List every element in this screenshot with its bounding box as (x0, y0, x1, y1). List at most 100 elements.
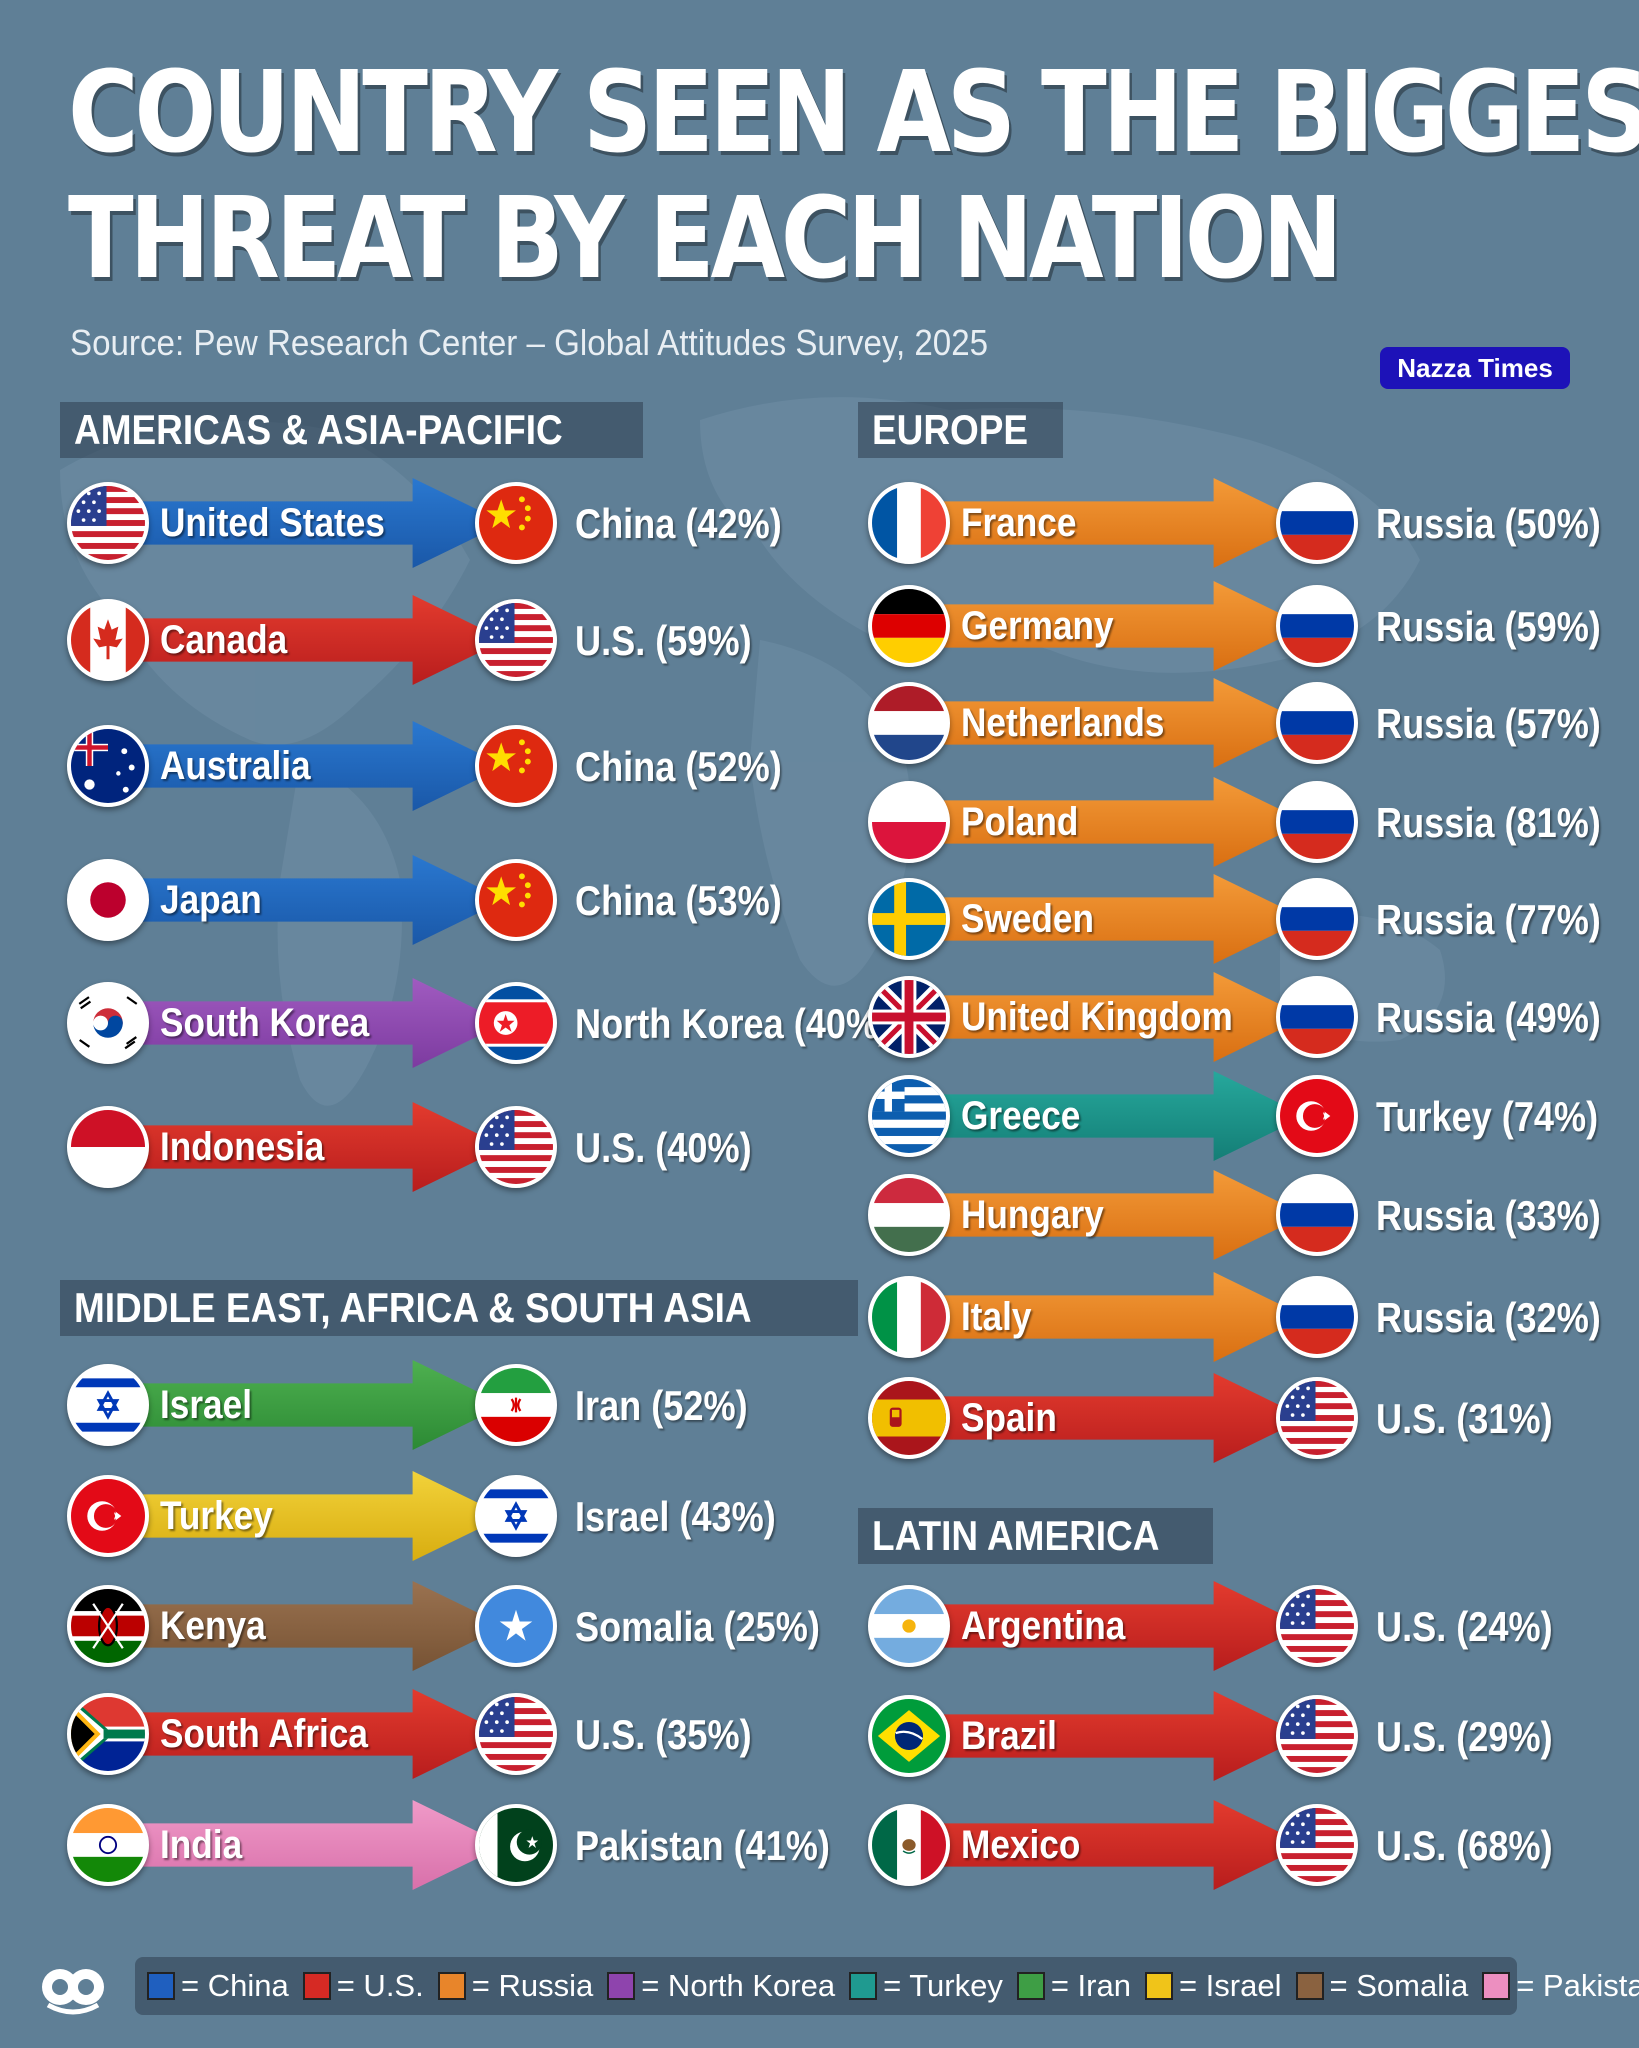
russia-flag-icon (1276, 1174, 1358, 1256)
legend-label: = Somalia (1329, 1968, 1469, 2003)
pakistan-flag-icon (475, 1804, 557, 1886)
france-flag-icon (868, 482, 950, 564)
legend-swatch (1016, 1972, 1045, 2000)
threat-row: Kenya Somalia (25%) (45, 1581, 835, 1671)
color-legend: = China = U.S. = Russia = North Korea = Turk… (135, 1957, 1639, 2015)
sweden-flag-icon (868, 878, 950, 960)
canada-flag-icon (67, 599, 149, 681)
country-name: Argentina (961, 1604, 1126, 1648)
somalia-flag-icon (475, 1585, 557, 1667)
country-name: South Korea (160, 1001, 370, 1045)
legend-item: = Pakistan (1482, 1968, 1639, 2004)
threat-label: Russia (50%) (1376, 500, 1601, 547)
section-mideast-title: MIDDLE EAST, AFRICA & SOUTH ASIA (60, 1280, 859, 1336)
threat-label: China (42%) (575, 500, 782, 547)
country-name: United States (160, 501, 385, 545)
netherlands-flag-icon (868, 682, 950, 764)
threat-row: Indonesia U.S. (40%) (45, 1102, 835, 1192)
country-name: Sweden (961, 897, 1095, 941)
threat-row: Turkey Israel (43%) (45, 1471, 835, 1561)
us-flag-icon (67, 482, 149, 564)
logo-icon (42, 1969, 104, 2015)
threat-row: Netherlands Russia (57%) (846, 678, 1636, 768)
threat-label: Pakistan (41%) (575, 1822, 830, 1869)
threat-label: U.S. (68%) (1376, 1822, 1553, 1869)
legend-item: = Israel (1144, 1968, 1282, 2004)
argentina-flag-icon (868, 1585, 950, 1667)
threat-row: France Russia (50%) (846, 478, 1636, 568)
south-korea-flag-icon (67, 982, 149, 1064)
threat-label: U.S. (24%) (1376, 1603, 1553, 1650)
israel-flag-icon (475, 1475, 557, 1557)
threat-label: Russia (57%) (1376, 700, 1601, 747)
threat-row: Poland Russia (81%) (846, 777, 1636, 867)
legend-swatch (1482, 1972, 1511, 2000)
us-flag-icon (1276, 1695, 1358, 1777)
country-name: United Kingdom (961, 995, 1233, 1039)
threat-row: Mexico U.S. (68%) (846, 1800, 1636, 1890)
threat-row: South Korea North Korea (40%) (45, 978, 890, 1068)
legend-label: = Iran (1050, 1968, 1131, 2003)
country-name: Indonesia (160, 1125, 325, 1169)
country-name: Spain (961, 1396, 1057, 1440)
threat-row: Spain U.S. (31%) (846, 1373, 1636, 1463)
country-name: Australia (160, 744, 311, 788)
country-name: India (160, 1823, 243, 1867)
us-flag-icon (1276, 1804, 1358, 1886)
country-name: Canada (160, 618, 288, 662)
source-note: Source: Pew Research Center – Global Att… (70, 322, 989, 363)
legend-label: = Pakistan (1516, 1968, 1639, 2003)
australia-flag-icon (67, 725, 149, 807)
country-name: Turkey (160, 1494, 273, 1538)
china-flag-icon (475, 859, 557, 941)
threat-label: North Korea (40%) (575, 1000, 891, 1047)
threat-label: Russia (59%) (1376, 603, 1601, 650)
greece-flag-icon (868, 1075, 950, 1157)
mexico-flag-icon (868, 1804, 950, 1886)
hungary-flag-icon (868, 1174, 950, 1256)
brand-badge: Nazza Times (1380, 347, 1570, 389)
country-name: Mexico (961, 1823, 1081, 1867)
legend-item: = North Korea (607, 1968, 835, 2004)
china-flag-icon (475, 725, 557, 807)
threat-row: United Kingdom Russia (49%) (846, 972, 1636, 1062)
country-name: Germany (961, 604, 1114, 648)
section-latam-title: LATIN AMERICA (858, 1508, 1213, 1564)
legend-swatch (437, 1972, 466, 2000)
title-line-2: THREAT BY EACH NATION (68, 174, 1343, 304)
us-flag-icon (1276, 1377, 1358, 1459)
russia-flag-icon (1276, 682, 1358, 764)
legend-swatch (849, 1972, 878, 2000)
turkey-flag-icon (67, 1475, 149, 1557)
threat-label: Russia (33%) (1376, 1192, 1601, 1239)
russia-flag-icon (1276, 585, 1358, 667)
legend-item: = China (147, 1968, 289, 2004)
threat-label: China (53%) (575, 877, 782, 924)
russia-flag-icon (1276, 781, 1358, 863)
brazil-flag-icon (868, 1695, 950, 1777)
country-name: Brazil (961, 1714, 1057, 1758)
legend-swatch (1144, 1972, 1173, 2000)
legend-swatch (302, 1972, 331, 2000)
threat-label: Russia (49%) (1376, 994, 1601, 1041)
threat-row: Greece Turkey (74%) (846, 1071, 1636, 1161)
country-name: Greece (961, 1094, 1081, 1138)
threat-label: Somalia (25%) (575, 1603, 820, 1650)
country-name: Hungary (961, 1193, 1104, 1237)
country-name: Netherlands (961, 701, 1165, 745)
germany-flag-icon (868, 585, 950, 667)
us-flag-icon (475, 1106, 557, 1188)
legend-label: = Turkey (883, 1968, 1003, 2003)
legend-swatch (147, 1972, 175, 2000)
legend-item: = Iran (1016, 1968, 1131, 2004)
threat-label: Turkey (74%) (1376, 1093, 1599, 1140)
threat-row: Italy Russia (32%) (846, 1272, 1636, 1362)
country-name: Japan (160, 878, 262, 922)
threat-row: Japan China (53%) (45, 855, 835, 945)
kenya-flag-icon (67, 1585, 149, 1667)
threat-row: South Africa U.S. (35%) (45, 1689, 835, 1779)
threat-row: Israel Iran (52%) (45, 1360, 835, 1450)
iran-flag-icon (475, 1364, 557, 1446)
threat-label: U.S. (59%) (575, 617, 752, 664)
turkey-flag-icon (1276, 1075, 1358, 1157)
